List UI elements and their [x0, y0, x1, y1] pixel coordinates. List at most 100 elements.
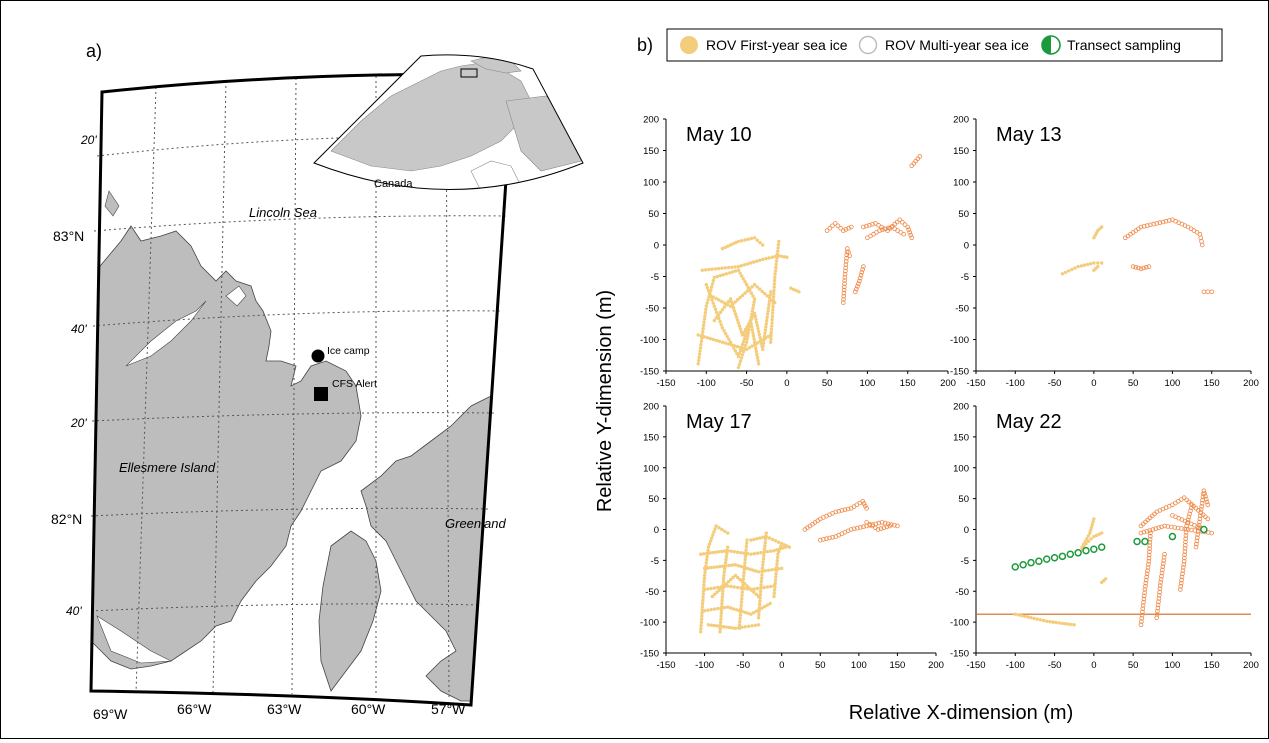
first-year-point	[741, 349, 746, 354]
ice-camp-marker	[311, 349, 325, 363]
first-year-point	[702, 320, 706, 324]
y-tick-label: 150	[953, 432, 969, 443]
first-year-point	[723, 564, 727, 568]
y-tick-label: 100	[953, 463, 969, 474]
multi-year-point	[1158, 583, 1163, 588]
multi-year-point	[1184, 497, 1189, 503]
first-year-point	[760, 606, 764, 610]
first-year-point	[702, 576, 707, 581]
multi-year-point	[1186, 514, 1192, 520]
first-year-point	[734, 608, 739, 612]
panel-b-label: b)	[637, 35, 653, 55]
multi-year-point	[840, 228, 846, 233]
x-tick-label: -50	[740, 378, 754, 389]
first-year-point	[743, 280, 747, 284]
first-year-point	[725, 548, 729, 552]
first-year-point	[701, 598, 705, 603]
first-year-point	[763, 336, 768, 340]
first-year-point	[723, 561, 728, 565]
multi-year-point	[1199, 504, 1204, 509]
first-year-point	[699, 552, 703, 556]
first-year-point	[776, 540, 781, 544]
transect-point	[1058, 552, 1067, 561]
x-tick-label: -100	[695, 660, 714, 671]
first-year-point	[753, 314, 757, 319]
multi-year-point	[1199, 242, 1205, 248]
y-tick-label: -100	[950, 335, 969, 346]
multi-year-point	[1163, 218, 1169, 224]
multi-year-point	[844, 255, 849, 261]
first-year-point	[770, 537, 775, 542]
x-axis-label: Relative X-dimension (m)	[849, 702, 1074, 724]
first-year-point	[700, 611, 704, 615]
first-year-point	[726, 605, 730, 609]
first-year-point	[740, 274, 744, 278]
first-year-point	[718, 319, 722, 324]
multi-year-point	[901, 231, 906, 237]
first-year-point	[750, 328, 754, 332]
multi-year-point	[1145, 223, 1150, 228]
lon-label: 63°W	[267, 701, 302, 717]
y-tick-label: 200	[953, 115, 969, 126]
first-year-point	[745, 262, 750, 266]
first-year-point	[720, 340, 725, 344]
x-tick-label: -50	[736, 660, 750, 671]
first-year-point	[718, 310, 723, 315]
multi-year-point	[1183, 539, 1188, 545]
first-year-point	[751, 568, 755, 572]
first-year-point	[739, 564, 743, 569]
multi-year-point	[1139, 619, 1144, 624]
first-year-point	[728, 297, 733, 301]
first-year-point	[757, 606, 761, 610]
x-tick-label: 0	[1091, 660, 1096, 671]
multi-year-point	[1144, 574, 1149, 580]
y-tick-label: -150	[640, 649, 659, 660]
first-year-point	[762, 604, 767, 609]
first-year-point	[1090, 522, 1095, 527]
multi-year-point	[845, 506, 851, 512]
multi-year-point	[1146, 562, 1151, 567]
first-year-point	[1086, 539, 1091, 543]
first-year-point	[749, 552, 753, 556]
first-year-point	[765, 312, 770, 316]
first-year-point	[716, 585, 720, 590]
first-year-point	[760, 566, 765, 570]
first-year-point	[761, 563, 765, 567]
first-year-point	[756, 359, 760, 363]
first-year-point	[714, 310, 719, 315]
first-year-point	[1089, 262, 1093, 266]
multi-year-point	[1179, 574, 1185, 580]
first-year-point	[752, 552, 756, 556]
first-year-point	[712, 623, 717, 628]
legend-label: ROV Multi-year sea ice	[885, 37, 1029, 53]
y-tick-label: 100	[953, 178, 969, 189]
first-year-point	[735, 550, 740, 554]
first-year-point	[702, 609, 707, 613]
canada-label: Canada	[374, 178, 413, 190]
first-year-point	[722, 570, 726, 574]
first-year-point	[767, 256, 771, 260]
first-year-point	[722, 605, 727, 610]
first-year-point	[754, 569, 758, 573]
multi-year-point	[1146, 552, 1152, 558]
first-year-point	[775, 256, 779, 260]
first-year-point	[736, 564, 740, 568]
first-year-point	[726, 244, 730, 248]
multi-year-point	[1147, 536, 1153, 542]
first-year-point	[761, 338, 765, 342]
first-year-point	[746, 237, 750, 241]
first-year-point	[711, 278, 716, 283]
x-tick-label: 50	[815, 660, 826, 671]
transect-point	[1133, 537, 1141, 546]
first-year-point	[755, 537, 759, 541]
first-year-point	[710, 298, 714, 302]
first-year-point	[1070, 267, 1074, 272]
first-year-point	[743, 291, 747, 295]
first-year-point	[722, 329, 726, 333]
first-year-point	[742, 330, 746, 334]
first-year-point	[1063, 270, 1068, 275]
first-year-point	[752, 282, 757, 287]
first-year-point	[702, 573, 707, 578]
first-year-point	[704, 561, 708, 565]
first-year-point	[780, 566, 784, 571]
